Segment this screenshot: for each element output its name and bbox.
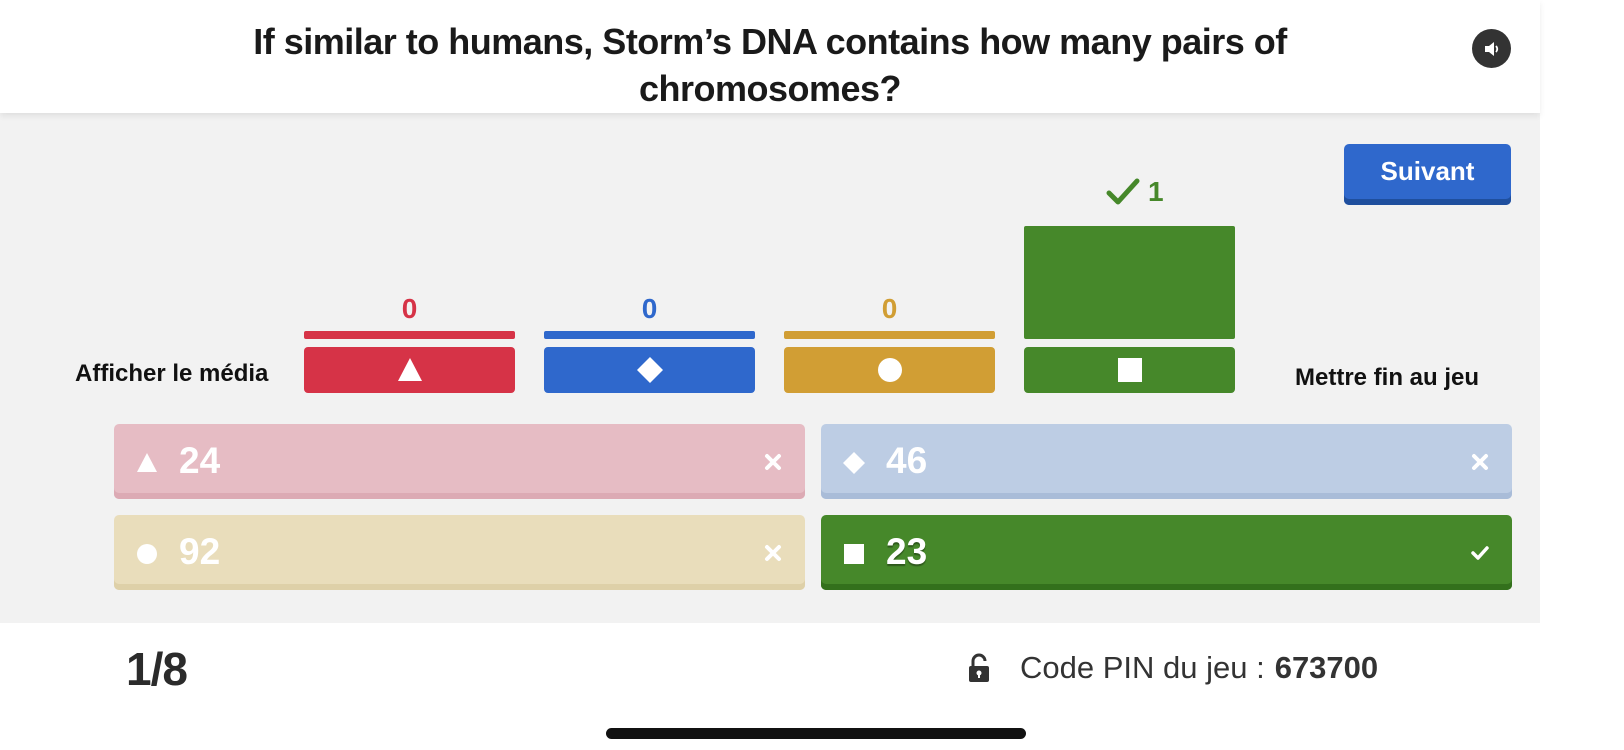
game-pin: Code PIN du jeu : 673700: [968, 650, 1378, 686]
home-indicator[interactable]: [606, 728, 1026, 739]
speaker-icon: [1484, 41, 1498, 56]
cross-icon: [763, 452, 783, 472]
square-icon: [843, 543, 865, 565]
triangle-icon: [397, 357, 423, 383]
bar-diamond: [544, 331, 755, 339]
bar-base-square: [1024, 347, 1235, 393]
answer-triangle: 24: [114, 424, 805, 499]
unlocked-icon: [969, 653, 989, 682]
bar-base-circle: [784, 347, 995, 393]
question-prefix: If similar to humans, Storm’s DNA contai…: [253, 21, 1161, 62]
bar-triangle: [304, 331, 515, 339]
answer-text: 46: [886, 440, 928, 481]
answer-text: 23: [886, 531, 928, 572]
answer-diamond: 46: [821, 424, 1512, 499]
pin-label: Code PIN du jeu :: [1020, 650, 1265, 685]
correct-count-label: 1: [1106, 176, 1164, 208]
bar-count-square: 1: [1148, 176, 1164, 207]
answer-square: 23: [821, 515, 1512, 590]
answer-text: 92: [179, 531, 221, 572]
question-suffix: of chromosomes?: [638, 21, 1287, 109]
sound-toggle-button[interactable]: [1472, 29, 1511, 68]
show-media-button[interactable]: Afficher le média: [75, 360, 269, 387]
bar-square: [1024, 226, 1235, 339]
end-game-button[interactable]: Mettre fin au jeu: [1295, 364, 1480, 391]
triangle-icon: [136, 452, 158, 474]
cross-icon: [763, 543, 783, 563]
question-progress: 1/8: [126, 643, 188, 695]
answer-circle: 92: [114, 515, 805, 590]
square-icon: [1117, 357, 1143, 383]
bar-count-triangle: 0: [401, 293, 418, 324]
diamond-icon: [843, 452, 865, 474]
answer-text: 24: [179, 440, 221, 481]
circle-icon: [877, 357, 903, 383]
next-button[interactable]: Suivant: [1344, 144, 1511, 205]
bar-count-circle: 0: [881, 293, 898, 324]
bar-base-triangle: [304, 347, 515, 393]
question-text: If similar to humans, Storm’s DNA contai…: [150, 18, 1390, 112]
cross-icon: [1470, 452, 1490, 472]
checkmark-icon: [1106, 178, 1140, 205]
check-icon: [1470, 543, 1490, 563]
diamond-icon: [636, 357, 663, 383]
question-header: If similar to humans, Storm’s DNA contai…: [0, 0, 1540, 113]
bar-base-diamond: [544, 347, 755, 393]
pin-value: 673700: [1274, 650, 1379, 685]
circle-icon: [136, 543, 158, 565]
bar-circle: [784, 331, 995, 339]
bar-count-diamond: 0: [641, 293, 658, 324]
question-emphasis: pairs: [1160, 21, 1245, 62]
